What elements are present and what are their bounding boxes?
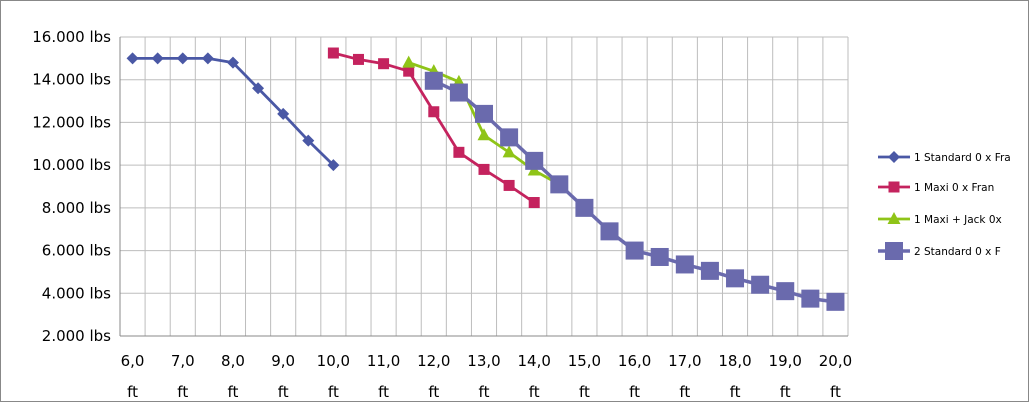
data-point: [600, 222, 619, 241]
data-point: [403, 65, 415, 77]
legend-label: 2 Standard 0 x F: [914, 246, 1001, 258]
series-1: [126, 52, 340, 172]
x-tick-label: 7,0: [171, 352, 195, 370]
series-lines: [126, 47, 845, 311]
data-point: [176, 52, 189, 65]
legend-entry: 2 Standard 0 x F: [878, 242, 1001, 260]
x-tick-label: 19,0: [769, 352, 802, 370]
legend-entry: 1 Standard 0 x Fra: [878, 151, 1011, 164]
data-point: [726, 269, 745, 288]
x-tick-unit: ft: [278, 383, 289, 401]
data-point: [503, 179, 515, 191]
y-tick-label: 4.000 lbs: [42, 284, 111, 302]
data-point: [449, 83, 468, 102]
axes: 16.000 lbs 14.000 lbs 12.000 lbs 10.000 lbs…: [32, 28, 852, 401]
legend-label: 1 Standard 0 x Fra: [914, 152, 1011, 164]
data-point: [478, 163, 490, 175]
x-tick-unit: ft: [730, 383, 741, 401]
x-tick-label: 18,0: [718, 352, 751, 370]
x-tick-unit: ft: [679, 383, 690, 401]
x-tick-label: 11,0: [367, 352, 400, 370]
y-tick-label: 10.000 lbs: [32, 156, 111, 174]
x-tick-label: 9,0: [271, 352, 295, 370]
data-point: [453, 146, 465, 158]
legend-marker: [888, 151, 900, 163]
data-point: [500, 128, 519, 147]
legend-marker: [885, 242, 903, 260]
data-point: [277, 107, 290, 120]
legend-entry: 1 Maxi 0 x Fran: [878, 181, 994, 194]
data-point: [402, 55, 416, 68]
x-tick-unit: ft: [428, 383, 439, 401]
x-tick-label: 12,0: [417, 352, 450, 370]
data-point: [352, 53, 364, 65]
x-tick-unit: ft: [830, 383, 841, 401]
data-point: [201, 52, 214, 65]
x-tick-unit: ft: [378, 383, 389, 401]
x-tick-unit: ft: [228, 383, 239, 401]
data-point: [801, 289, 820, 308]
data-point: [327, 159, 340, 172]
data-point: [226, 56, 239, 69]
data-point: [575, 198, 594, 217]
x-tick-unit: ft: [529, 383, 540, 401]
x-tick-label: 8,0: [221, 352, 245, 370]
data-point: [502, 145, 516, 158]
series-4: [424, 71, 845, 311]
data-point: [477, 128, 491, 141]
x-tick-label: 20,0: [819, 352, 852, 370]
y-tick-label: 16.000 lbs: [32, 28, 111, 46]
legend: 1 Standard 0 x Fra 1 Maxi 0 x Fran 1 Maxi …: [878, 151, 1011, 260]
x-tick-unit: ft: [127, 383, 138, 401]
data-point: [151, 52, 164, 65]
legend-marker: [888, 181, 900, 193]
data-point: [528, 197, 540, 209]
y-tick-label: 2.000 lbs: [42, 327, 111, 345]
x-tick-label: 10,0: [317, 352, 350, 370]
x-tick-unit: ft: [328, 383, 339, 401]
y-tick-label: 12.000 lbs: [32, 113, 111, 131]
data-point: [751, 275, 770, 294]
data-point: [550, 175, 569, 194]
x-tick-unit: ft: [479, 383, 490, 401]
data-point: [826, 292, 845, 311]
legend-label: 1 Maxi + Jack 0x: [914, 214, 1002, 226]
data-point: [126, 52, 139, 65]
x-tick-label: 15,0: [568, 352, 601, 370]
y-tick-label: 8.000 lbs: [42, 199, 111, 217]
legend-label: 1 Maxi 0 x Fran: [914, 182, 994, 194]
y-tick-label: 6.000 lbs: [42, 242, 111, 260]
legend-marker: [887, 212, 901, 224]
data-point: [776, 282, 795, 301]
data-point: [625, 241, 644, 260]
data-point: [675, 255, 694, 274]
x-tick-label: 14,0: [518, 352, 551, 370]
data-point: [424, 71, 443, 90]
x-tick-unit: ft: [629, 383, 640, 401]
x-tick-unit: ft: [579, 383, 590, 401]
data-point: [378, 58, 390, 70]
x-tick-unit: ft: [177, 383, 188, 401]
data-point: [475, 104, 493, 123]
x-tick-label: 16,0: [618, 352, 651, 370]
data-point: [700, 261, 719, 280]
data-point: [525, 151, 544, 170]
data-point: [252, 82, 265, 95]
data-point: [650, 247, 669, 266]
x-tick-unit: ft: [780, 383, 791, 401]
x-tick-label: 13,0: [467, 352, 500, 370]
x-tick-label: 17,0: [668, 352, 701, 370]
data-point: [327, 47, 339, 59]
y-tick-label: 14.000 lbs: [32, 71, 111, 89]
x-tick-label: 6,0: [121, 352, 145, 370]
data-point: [302, 134, 315, 147]
series-2: [327, 47, 540, 209]
data-point: [428, 106, 440, 118]
legend-entry: 1 Maxi + Jack 0x: [878, 212, 1002, 226]
